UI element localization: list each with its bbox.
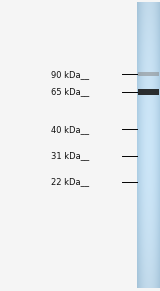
Text: 31 kDa__: 31 kDa__ <box>51 151 90 160</box>
Text: 65 kDa__: 65 kDa__ <box>51 87 90 96</box>
Text: 22 kDa__: 22 kDa__ <box>52 178 90 186</box>
Text: 90 kDa__: 90 kDa__ <box>52 70 90 79</box>
Bar <box>138 72 159 76</box>
Text: 40 kDa__: 40 kDa__ <box>52 125 90 134</box>
Bar <box>138 89 159 95</box>
